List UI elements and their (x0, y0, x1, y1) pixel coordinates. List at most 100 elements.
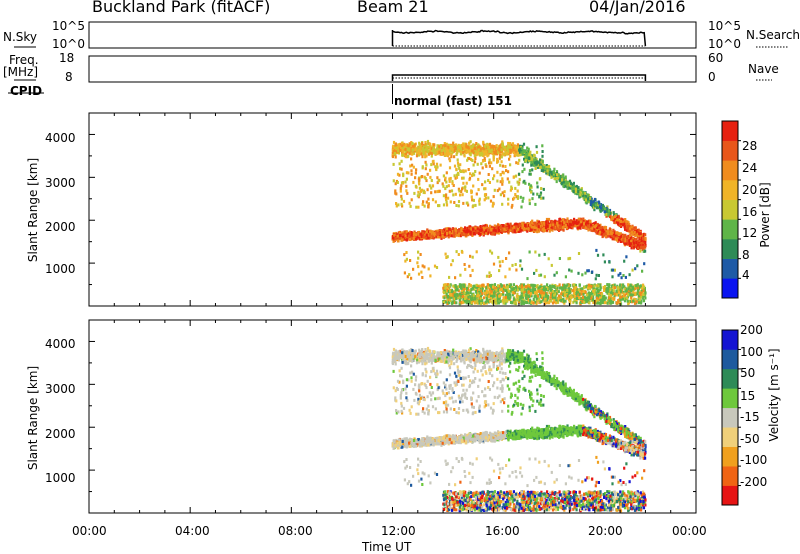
power-cell (566, 219, 569, 223)
power-cell (641, 247, 644, 251)
power-cell (562, 228, 565, 232)
power-cell (552, 225, 555, 229)
power-cell (431, 148, 435, 152)
power-cell (624, 241, 627, 245)
power-cell (624, 227, 627, 231)
power-cell (448, 189, 451, 193)
power-cell (539, 193, 542, 197)
power-cell (634, 226, 637, 230)
power-cell (449, 176, 452, 180)
power-cell (479, 225, 482, 228)
power-cell (441, 148, 444, 152)
power-cell (430, 152, 433, 155)
power-cell (436, 235, 440, 239)
freq-strip (88, 55, 697, 83)
power-cell (494, 147, 498, 151)
power-cell (402, 236, 405, 240)
power-cell (443, 233, 447, 237)
power-cell (542, 229, 545, 233)
power-cell (482, 146, 485, 150)
power-cell (478, 197, 481, 201)
power-cell (392, 140, 396, 144)
power-cell (459, 170, 462, 173)
power-cell (520, 228, 523, 232)
power-cell (462, 229, 465, 233)
power-cell (574, 187, 577, 191)
power-cell (481, 159, 485, 163)
power-cell (575, 221, 579, 225)
power-cell (545, 164, 548, 167)
power-cell (408, 148, 411, 152)
power-cell (513, 229, 516, 233)
power-cell (603, 227, 606, 231)
power-cell (635, 238, 638, 241)
power-cell (642, 249, 645, 253)
power-cell (448, 230, 451, 234)
power-cell (475, 142, 478, 145)
power-cell (442, 184, 445, 188)
power-cell (454, 143, 458, 147)
power-cell (479, 151, 482, 155)
power-cell (442, 203, 446, 207)
power-cell (442, 194, 445, 198)
power-cell (519, 146, 522, 149)
power-cell (629, 242, 632, 246)
power-cell (534, 229, 537, 233)
power-cell (516, 143, 519, 147)
power-cell (484, 193, 487, 196)
power-cell (431, 235, 434, 239)
power-cell (578, 223, 581, 227)
power-cell (528, 301, 531, 305)
power-cell (394, 236, 397, 240)
power-cell (453, 230, 456, 234)
power-cell (427, 152, 430, 156)
power-cell (594, 203, 597, 207)
power-cell (523, 179, 526, 183)
power-cell (392, 149, 396, 153)
power-cell (484, 187, 487, 191)
power-cell (529, 188, 532, 192)
power-cell (490, 146, 493, 150)
power-cell (541, 154, 544, 158)
power-cell (540, 187, 543, 190)
power-cell (513, 225, 516, 229)
power-cell (498, 156, 501, 160)
power-cell (530, 294, 533, 298)
power-cell (529, 158, 532, 162)
power-cell (451, 150, 454, 154)
power-cell (401, 144, 404, 148)
power-cell (462, 142, 465, 146)
power-cell (599, 232, 602, 236)
power-cell (488, 224, 492, 228)
power-cell (612, 235, 615, 239)
power-cell (528, 198, 531, 202)
power-cell (506, 290, 509, 294)
power-cell (457, 204, 460, 208)
power-cell (506, 149, 509, 153)
power-cell (448, 227, 451, 231)
power-cell (412, 236, 415, 240)
power-cell (422, 146, 425, 150)
power-cell (501, 177, 504, 181)
power-cell (565, 182, 568, 186)
power-cell (582, 190, 585, 194)
power-cell (517, 227, 520, 231)
power-cell (401, 153, 404, 157)
power-cell (623, 225, 626, 229)
power-cell (639, 249, 642, 253)
power-cell (423, 148, 426, 152)
power-cell (485, 150, 488, 154)
power-cell (464, 169, 467, 173)
power-cell (557, 290, 560, 294)
power-cell (396, 181, 399, 184)
power-cell (457, 187, 460, 191)
power-cell (418, 236, 421, 240)
power-cell (525, 227, 528, 231)
power-cell (429, 147, 432, 151)
power-cell (548, 299, 551, 303)
power-cell (626, 239, 629, 243)
power-cell (514, 193, 517, 196)
power-cell (434, 200, 437, 204)
power-cell (584, 198, 587, 202)
power-cell (554, 284, 557, 287)
